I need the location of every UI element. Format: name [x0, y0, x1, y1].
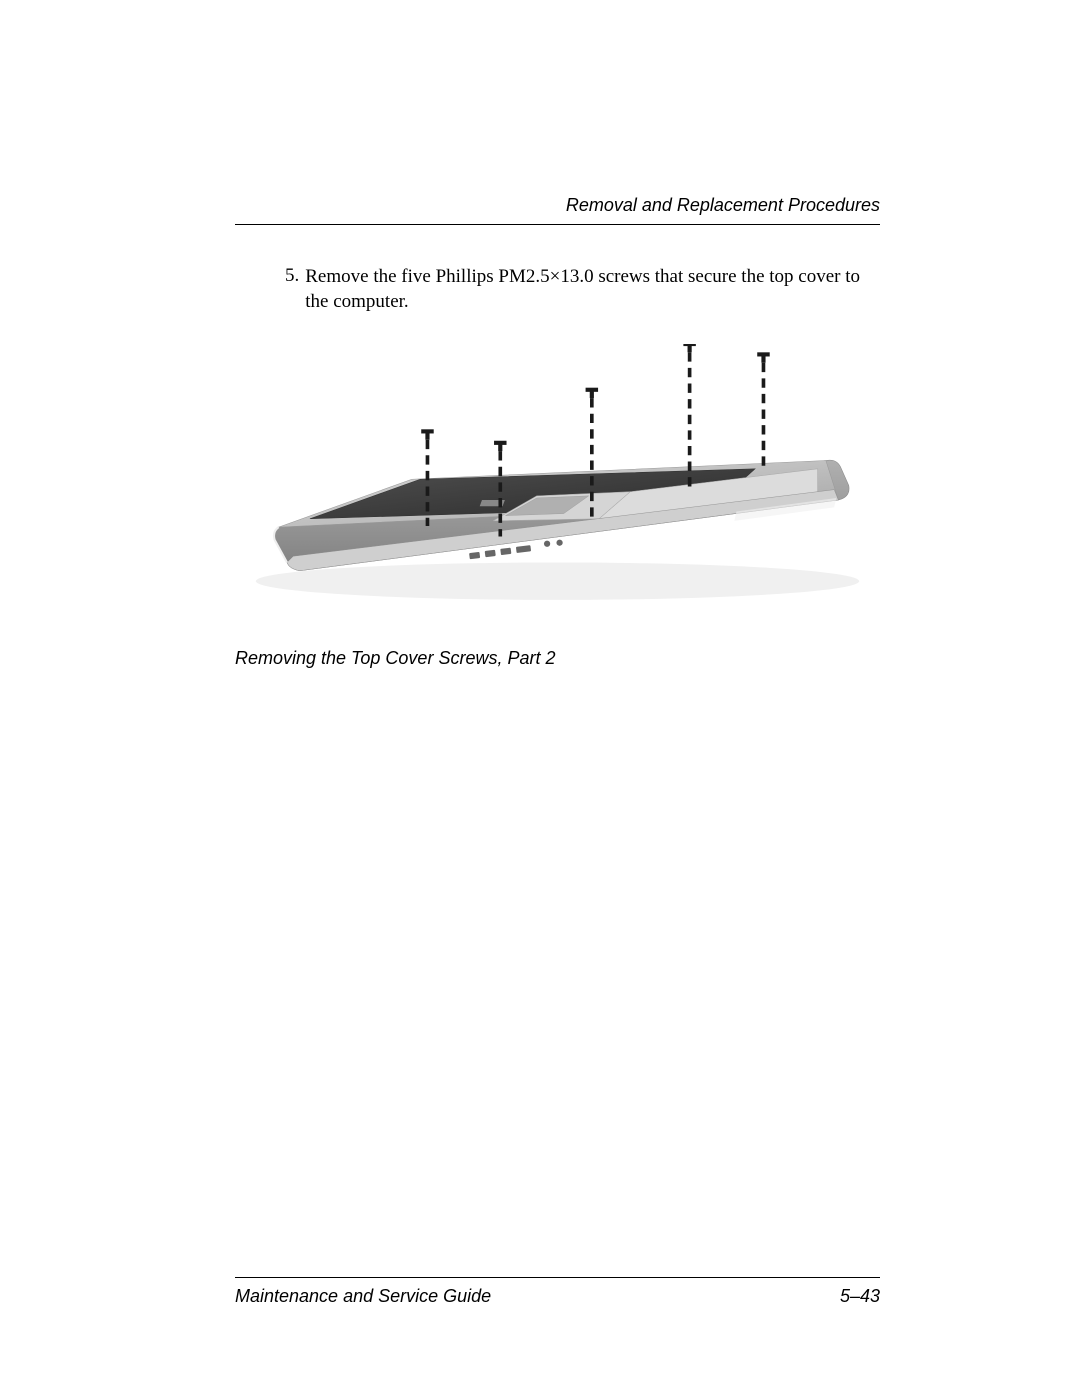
figure-caption: Removing the Top Cover Screws, Part 2	[235, 648, 880, 669]
footer: Maintenance and Service Guide 5–43	[235, 1277, 880, 1307]
step-text: Remove the five Phillips PM2.5×13.0 scre…	[305, 265, 880, 314]
footer-left: Maintenance and Service Guide	[235, 1286, 491, 1307]
instruction-step: 5. Remove the five Phillips PM2.5×13.0 s…	[235, 265, 880, 314]
header-title-text: Removal and Replacement Procedures	[566, 195, 880, 215]
figure: Removing the Top Cover Screws, Part 2	[235, 344, 880, 669]
footer-right: 5–43	[840, 1286, 880, 1307]
header-title: Removal and Replacement Procedures	[235, 195, 880, 225]
step-number: 5.	[285, 265, 299, 314]
laptop-diagram	[235, 344, 880, 625]
